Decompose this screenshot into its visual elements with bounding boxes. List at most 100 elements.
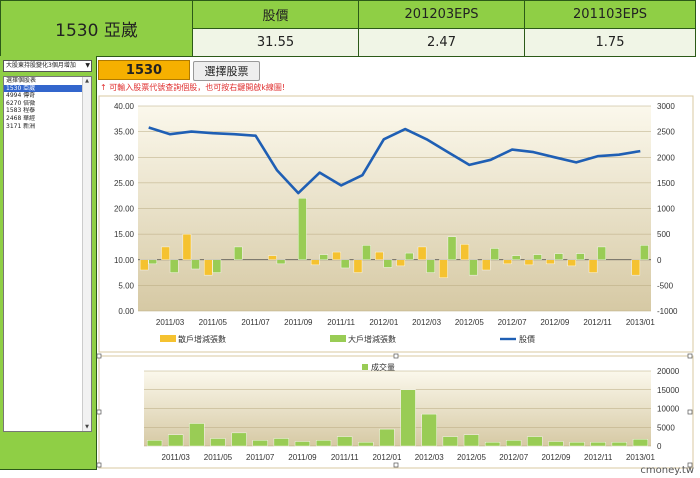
price-value: 31.55	[256, 35, 295, 50]
x-tick-label: 2011/07	[241, 318, 270, 327]
volume-bar	[146, 440, 163, 447]
stock-title-cell: 1530 亞崴	[0, 0, 193, 57]
big-holder-bar	[169, 259, 179, 273]
big-holder-bar	[575, 253, 585, 260]
retail-bar	[524, 259, 534, 266]
list-item-selected[interactable]: 1530 亞崴	[4, 84, 91, 93]
sidebar: 大股東持股變化3個月增加 ▼ 選擇個股表 1530 亞崴 4994 傳奇 627…	[0, 56, 97, 470]
stock-list[interactable]: 選擇個股表 1530 亞崴 4994 傳奇 6270 倍微 1583 程泰 24…	[3, 76, 92, 432]
right-tick-label: 0	[657, 442, 662, 451]
choose-stock-button[interactable]: 選擇股票	[193, 61, 260, 81]
right-tick-label: 20000	[657, 367, 680, 376]
retail-bar	[182, 233, 192, 260]
big-holder-bar	[276, 259, 286, 265]
x-tick-label: 2011/11	[331, 453, 359, 462]
volume-bar	[189, 423, 205, 447]
stock-code-value: 1530	[125, 62, 163, 78]
volume-bar	[358, 442, 374, 447]
retail-bar	[631, 259, 641, 276]
list-item[interactable]: 4994 傳奇	[6, 92, 36, 100]
resize-handle	[96, 353, 102, 359]
big-holder-bar	[191, 259, 200, 270]
x-tick-label: 2012/03	[412, 318, 441, 327]
x-tick-label: 2012/05	[455, 318, 484, 327]
retail-bar	[139, 259, 149, 271]
volume-bar	[569, 442, 585, 447]
left-tick-label: 5.00	[118, 281, 134, 290]
price-label: 股價	[262, 9, 289, 24]
list-item[interactable]: 1583 程泰	[6, 107, 36, 115]
left-tick-label: 25.00	[114, 179, 135, 188]
x-tick-label: 2011/09	[284, 318, 313, 327]
x-tick-label: 2011/11	[327, 318, 355, 327]
x-tick-label: 2013/01	[626, 318, 655, 327]
selection-handles	[96, 353, 693, 468]
volume-bar	[421, 413, 437, 447]
retail-bar	[481, 259, 491, 271]
volume-plot-area	[144, 371, 651, 446]
list-scrollbar[interactable]: ▲ ▼	[82, 77, 91, 431]
chevron-down-icon[interactable]: ▼	[85, 62, 90, 69]
resize-handle	[96, 462, 102, 468]
volume-bar	[231, 432, 247, 447]
eps-2011-label: 201103EPS	[573, 7, 647, 22]
resize-handle	[687, 409, 693, 415]
legend-swatch-volume	[362, 364, 368, 370]
retail-bar	[567, 259, 576, 267]
big-holder-bar	[533, 254, 542, 260]
header-value-price: 31.55	[192, 28, 359, 57]
volume-bar	[168, 434, 184, 447]
volume-bar	[273, 438, 289, 447]
header-label-price: 股價	[192, 0, 359, 29]
volume-bar	[400, 389, 416, 447]
stock-code-input[interactable]: 1530	[98, 60, 190, 80]
retail-bar	[588, 259, 598, 273]
list-item[interactable]: 6270 倍微	[6, 99, 36, 107]
x-tick-label: 2012/09	[540, 318, 569, 327]
brand-watermark: cmoney.tw	[640, 465, 694, 476]
right-tick-label: 10000	[657, 405, 680, 414]
right-tick-label: 500	[657, 230, 671, 239]
big-holder-bar	[298, 198, 307, 260]
big-holder-bar	[383, 259, 393, 268]
x-tick-label: 2012/03	[415, 453, 444, 462]
retail-bar	[268, 255, 277, 260]
right-tick-label: 2500	[657, 128, 675, 137]
left-tick-label: 20.00	[114, 205, 135, 214]
volume-bar	[337, 436, 353, 447]
header-value-eps-2012: 2.47	[358, 28, 525, 57]
big-holder-bar	[554, 253, 564, 260]
big-holder-bar	[233, 246, 243, 260]
scroll-down-icon[interactable]: ▼	[85, 424, 89, 430]
volume-bar	[294, 441, 311, 447]
resize-handle	[687, 353, 693, 359]
big-holder-bar	[404, 252, 414, 260]
legend-label-retail: 散戶增減張數	[178, 334, 226, 344]
header-value-eps-2011: 1.75	[524, 28, 696, 57]
volume-bar	[548, 441, 564, 447]
right-tick-label: -1000	[657, 307, 678, 316]
left-tick-label: 40.00	[114, 102, 135, 111]
list-item[interactable]: 選擇個股表	[6, 77, 37, 84]
x-tick-label: 2012/01	[369, 318, 398, 327]
right-tick-label: 0	[657, 256, 662, 265]
volume-bar	[252, 440, 268, 447]
volume-bar	[506, 440, 522, 447]
volume-bar	[442, 436, 458, 447]
retail-bar	[375, 251, 384, 260]
resize-handle	[393, 353, 399, 359]
retail-bar	[310, 259, 320, 266]
stock-title: 1530 亞崴	[55, 21, 138, 41]
list-item[interactable]: 2468 華經	[6, 114, 36, 122]
x-tick-label: 2011/07	[246, 453, 275, 462]
x-tick-label: 2012/11	[584, 453, 613, 462]
big-holder-bar	[597, 246, 606, 260]
hint-text: ↑ 可輸入股票代號查詢個股，也可按右鍵開啟k線圖!	[100, 83, 286, 92]
list-item[interactable]: 3171 新洲	[6, 122, 36, 130]
retail-bar	[161, 246, 170, 260]
legend-label-big: 大戶增減張數	[348, 334, 396, 344]
scroll-up-icon[interactable]: ▲	[85, 78, 89, 84]
left-tick-label: 30.00	[114, 153, 135, 162]
stock-category-dropdown[interactable]: 大股東持股變化3個月增加 ▼	[3, 60, 92, 72]
retail-bar	[417, 246, 427, 260]
